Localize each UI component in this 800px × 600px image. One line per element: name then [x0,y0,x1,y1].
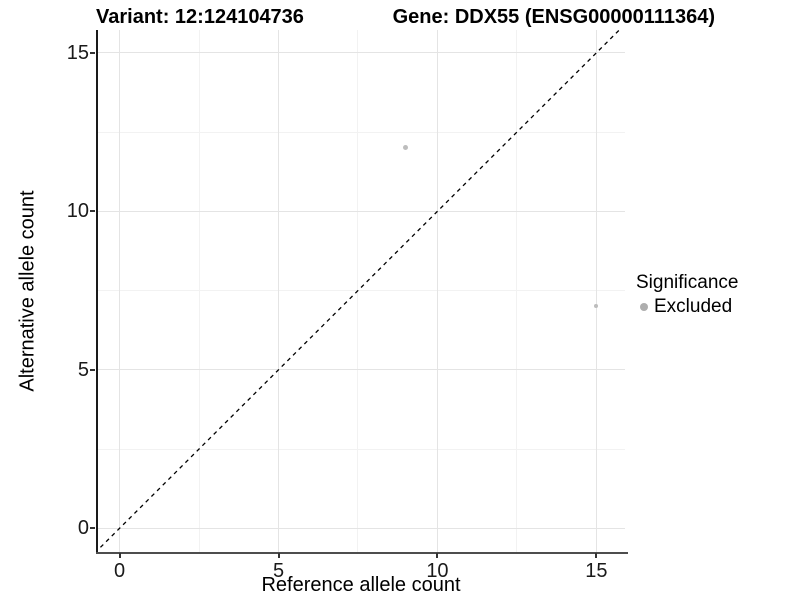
variant-title: Variant: 12:124104736 [96,6,304,28]
gridline-x-major [278,30,279,553]
x-tick-mark [436,553,439,558]
x-tick-label: 10 [426,560,449,582]
y-tick-mark [90,210,95,213]
gridline-y-minor [97,290,625,292]
y-axis-title: Alternative allele count [16,190,39,392]
gridline-x-major [119,30,121,553]
gridline-x-minor [198,30,200,553]
identity-line [97,30,621,552]
x-tick-label: 15 [585,560,608,582]
gridline-y-major [97,210,625,212]
gene-title: Gene: DDX55 (ENSG00000111364) [392,6,715,28]
gridline-y-major [97,369,625,371]
legend-title: Significance [636,272,739,293]
x-axis-title: Reference allele count [261,574,461,596]
legend-item-excluded: Excluded [636,296,738,318]
x-tick-mark [595,553,598,558]
gridline-x-minor [357,30,359,553]
y-tick-label: 5 [77,358,89,381]
x-axis-line [96,552,628,554]
gridline-y-major [97,527,625,529]
y-tick-mark [90,368,95,371]
gridline-x-major [595,30,597,553]
x-tick-mark [118,553,121,558]
x-tick-label: 5 [272,560,285,582]
data-point [403,145,409,151]
gridline-y-major [97,52,625,54]
y-tick-mark [90,527,95,530]
legend-item-label: Excluded [654,296,733,317]
x-tick-label: 0 [114,560,126,582]
y-axis-line [96,30,98,553]
gridline-y-minor [97,448,625,450]
legend-point-icon [640,303,648,311]
gridline-y-minor [97,131,625,133]
data-point [594,304,599,309]
gridline-x-minor [516,30,518,553]
y-tick-mark [90,51,95,54]
legend: Significance Excluded [636,272,738,318]
y-tick-label: 10 [66,200,89,223]
gridline-x-major [436,30,438,553]
x-tick-mark [277,553,280,558]
y-tick-label: 15 [66,41,89,64]
plot-panel: 0 5 10 15 0 5 10 15 [67,30,628,582]
y-tick-label: 0 [77,517,89,540]
